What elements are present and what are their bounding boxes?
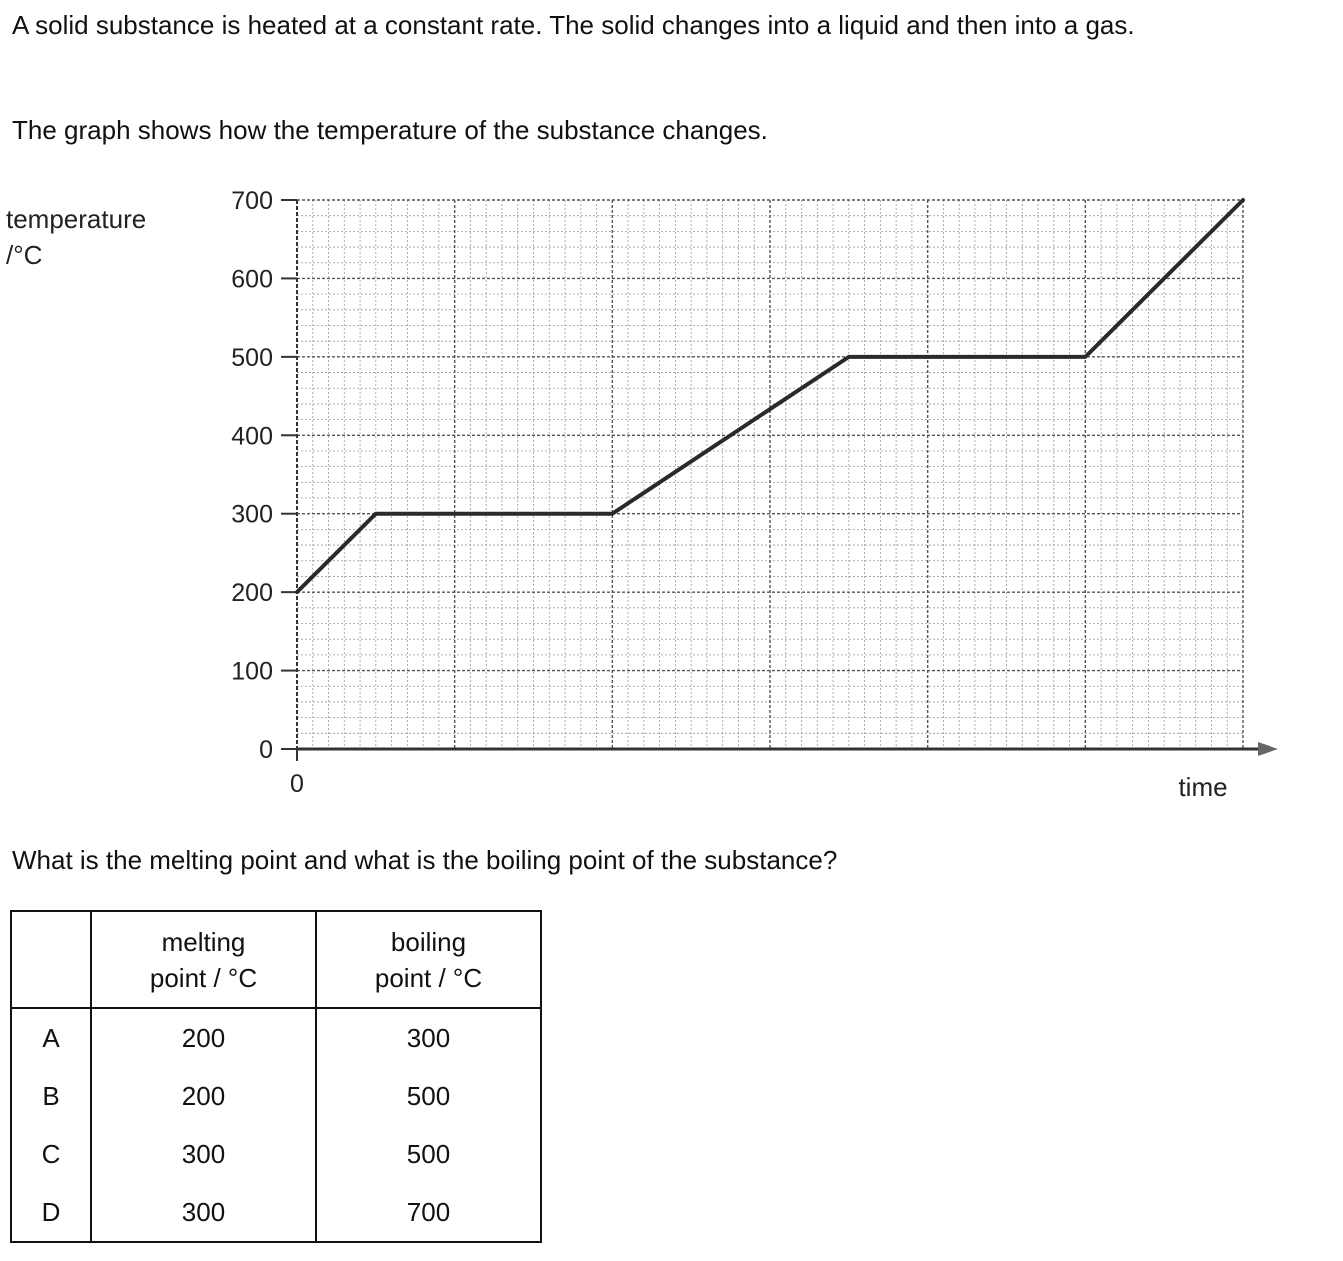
series-line	[295, 198, 1245, 595]
y-tick-label: 300	[231, 501, 273, 529]
option-letter: C	[12, 1125, 92, 1183]
y-axis-label: temperature	[6, 204, 146, 234]
graph-intro-text: The graph shows how the temperature of t…	[12, 115, 768, 145]
y-tick-label: 400	[231, 422, 273, 450]
question-text: What is the melting point and what is th…	[12, 845, 838, 875]
x-axis-label: time	[1178, 772, 1227, 802]
header-boiling-point: boiling point / °C	[316, 912, 540, 1009]
y-axis-unit: /°C	[6, 240, 42, 270]
option-row-a[interactable]: A 200 300	[12, 1008, 540, 1067]
header-option	[12, 912, 92, 1009]
header-melting-label: melting point / °C	[149, 926, 258, 993]
melting-value: 200	[91, 1008, 317, 1067]
y-tick-label: 0	[259, 736, 273, 764]
header-melting-point: melting point / °C	[91, 912, 317, 1009]
option-letter: A	[12, 1008, 92, 1067]
x-axis-arrow	[1258, 742, 1278, 756]
intro-text: A solid substance is heated at a constan…	[12, 10, 1135, 40]
melting-value: 200	[91, 1067, 317, 1125]
option-letter: D	[12, 1183, 92, 1241]
series	[295, 198, 1245, 595]
answer-options-table: melting point / °C boiling point / °C A …	[10, 910, 542, 1243]
grid-major	[297, 199, 1244, 749]
tick-labels: 0 100 200 300 400 500 600 700 0	[231, 187, 304, 798]
option-letter: B	[12, 1067, 92, 1125]
y-tick-label: 100	[231, 658, 273, 686]
y-tick-label: 600	[231, 265, 273, 293]
boiling-value: 500	[406, 1138, 451, 1169]
axes	[281, 199, 1278, 761]
axis-labels: temperature /°C time	[6, 204, 1228, 802]
option-row-c[interactable]: C 300 500	[12, 1125, 540, 1183]
boiling-value: 500	[406, 1080, 451, 1111]
option-row-b[interactable]: B 200 500	[12, 1067, 540, 1125]
temperature-time-chart: 0 100 200 300 400 500 600 700 0 temperature /°C ti…	[6, 187, 1278, 802]
option-row-d[interactable]: D 300 700	[12, 1183, 540, 1241]
melting-value: 300	[91, 1183, 317, 1241]
y-tick-label: 200	[231, 579, 273, 607]
y-tick-label: 700	[231, 187, 273, 215]
boiling-value: 300	[406, 1022, 451, 1053]
x-tick-label: 0	[290, 770, 304, 798]
y-tick-label: 500	[231, 344, 273, 372]
melting-value: 300	[91, 1125, 317, 1183]
table-header-row: melting point / °C boiling point / °C	[12, 912, 540, 1009]
header-boiling-label: boiling point / °C	[374, 926, 483, 993]
boiling-value: 700	[406, 1196, 451, 1227]
